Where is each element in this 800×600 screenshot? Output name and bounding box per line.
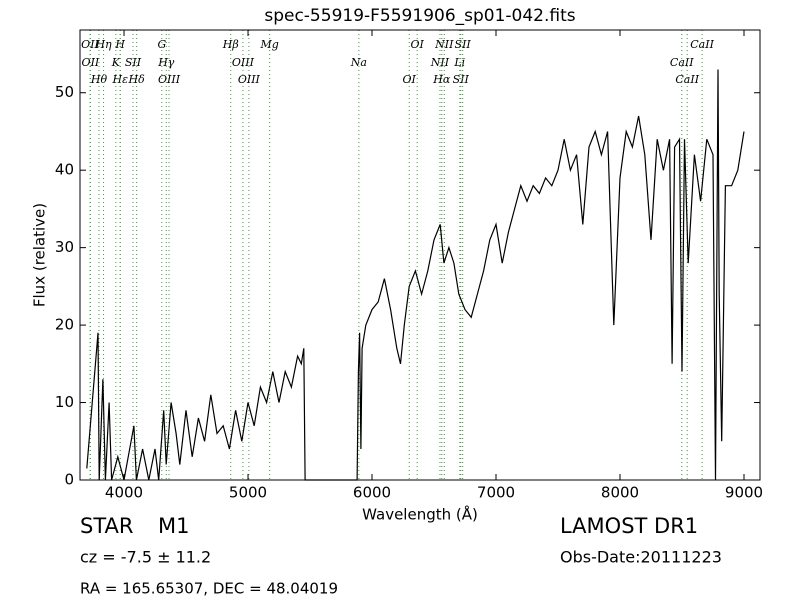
spectral-line-label: H [114,38,125,51]
spectral-line-label: Li [453,56,465,69]
spectral-line-label: OIII [158,73,181,86]
x-tick-label: 8000 [601,484,639,502]
spectral-line-label: OI [403,73,417,86]
spectral-line-label: SII [125,56,142,69]
spectral-line-label: SII [455,38,472,51]
spectral-line-label: OIII [238,73,261,86]
x-tick-label: 4000 [105,484,143,502]
spectral-line-label: Hδ [128,73,146,86]
survey: LAMOST DR1 [560,514,698,538]
spectral-line-label: G [157,38,166,51]
spectral-line-label: Mg [260,38,279,51]
x-tick-label: 7000 [477,484,515,502]
x-tick-label: 9000 [725,484,763,502]
plot-frame [79,29,761,481]
x-tick-label: 6000 [353,484,391,502]
y-tick-label: 20 [55,316,74,334]
spectral-line-label: SII [453,73,470,86]
y-tick-label: 50 [55,83,74,101]
spectral-line-label: Hβ [222,38,239,51]
spectral-line-label: Hγ [157,56,175,69]
y-tick-label: 30 [55,238,74,256]
object-class: STAR [80,514,133,538]
spectral-line-label: Hθ [90,73,108,86]
spectral-line-label: CaII [675,73,699,86]
y-tick-label: 0 [64,471,74,489]
object-subclass: M1 [158,514,189,538]
chart-title: spec-55919-F5591906_sp01-042.fits [264,6,575,26]
spectral-line-label: OII [82,56,100,69]
spectral-line-label: Na [350,56,367,69]
spectral-line-label: CaII [690,38,714,51]
y-tick-label: 40 [55,161,74,179]
spectral-line-label: Hε [112,73,129,86]
spectral-line-label: Hη [94,38,112,51]
x-tick-label: 5000 [229,484,267,502]
y-axis-label: Flux (relative) [31,203,49,307]
obs-date: Obs-Date:20111223 [560,548,722,567]
spectral-line-label: NII [430,56,450,69]
spectral-line-label: OIII [232,56,255,69]
x-axis-label: Wavelength (Å) [362,505,478,524]
spectral-line-label: CaII [670,56,694,69]
coordinates: RA = 165.65307, DEC = 48.04019 [80,580,338,598]
y-tick-label: 10 [55,393,74,411]
spectral-line-label: Hα [432,73,451,86]
spectral-line-label: OI [410,38,424,51]
redshift: cz = -7.5 ± 11.2 [80,548,211,567]
spectrum [86,69,745,481]
spectral-line-label: OII [81,38,99,51]
spectral-line-label: K [111,56,121,69]
spectral-line-label: NII [434,38,454,51]
